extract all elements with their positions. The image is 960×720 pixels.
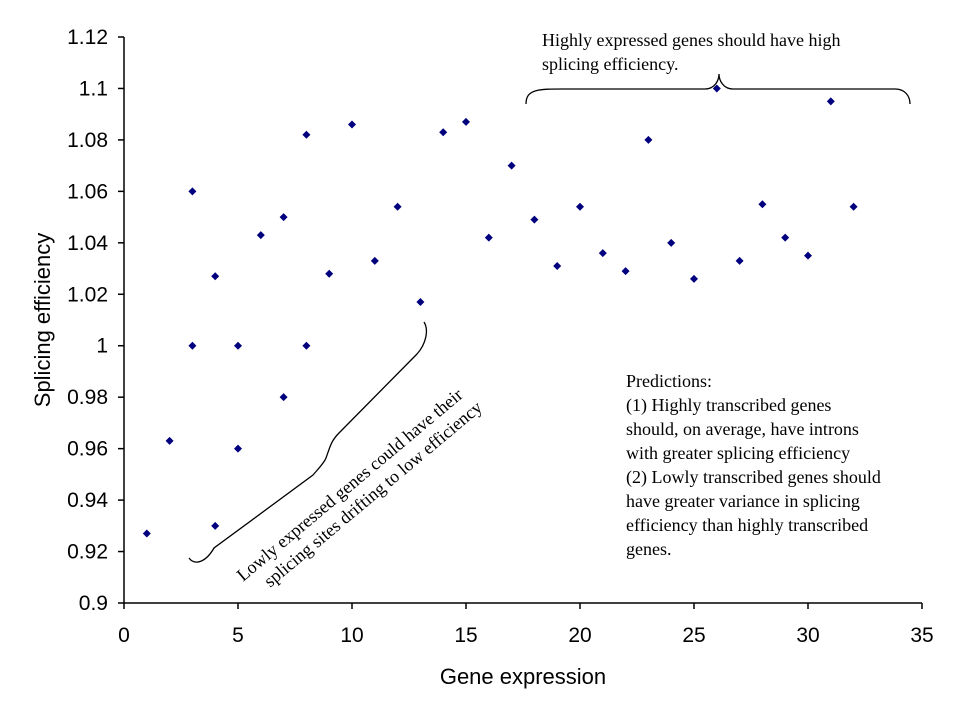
data-point (439, 128, 448, 137)
data-point (849, 202, 858, 211)
data-point (507, 161, 516, 170)
predictions-line: genes. (626, 539, 672, 559)
y-tick-label: 1.02 (67, 283, 108, 306)
data-point (690, 274, 698, 283)
data-point (735, 256, 744, 265)
x-tick-label: 0 (118, 624, 130, 647)
data-point (462, 117, 470, 126)
y-tick-label: 0.94 (67, 489, 108, 512)
predictions-heading: Predictions: (626, 371, 712, 391)
x-tick-label: 15 (454, 624, 477, 647)
data-point (188, 341, 197, 350)
data-point (302, 130, 311, 139)
data-point (826, 97, 835, 106)
y-tick-label: 1 (96, 335, 108, 358)
data-point (667, 238, 676, 247)
data-point (484, 233, 493, 242)
y-ticks: 0.9 0.92 0.94 0.96 0.98 1 1.02 1.04 1.06 1.08 1.1 1… (67, 26, 124, 615)
x-tick-label: 35 (910, 624, 933, 647)
predictions-note: Predictions: (1) Highly transcribed gene… (626, 369, 946, 561)
data-point (416, 297, 425, 306)
predictions-line: (1) Highly transcribed genes (626, 395, 832, 415)
y-tick-label: 0.96 (67, 438, 108, 461)
data-point (804, 251, 812, 260)
data-point (142, 529, 151, 538)
data-points (142, 84, 858, 538)
data-point (279, 213, 288, 222)
x-tick-label: 5 (232, 624, 244, 647)
predictions-line: efficiency than highly transcribed (626, 515, 869, 535)
data-point (370, 256, 379, 265)
data-point (234, 444, 242, 453)
predictions-line: should, on average, have introns (626, 419, 859, 439)
data-point (576, 202, 584, 211)
low-expression-brace (188, 321, 428, 563)
data-point (279, 393, 288, 402)
data-point (781, 233, 790, 242)
data-point (211, 272, 220, 281)
y-tick-label: 1.08 (67, 129, 108, 152)
predictions-line: (2) Lowly transcribed genes should (626, 467, 881, 487)
y-tick-label: 0.9 (79, 592, 108, 615)
low-expression-annotation-line1: Lowly expressed genes could have their (233, 384, 467, 585)
data-point (325, 269, 334, 278)
data-point (393, 202, 402, 211)
y-tick-label: 0.92 (67, 541, 108, 564)
data-point (712, 84, 721, 93)
y-tick-label: 1.04 (67, 232, 108, 255)
x-tick-label: 30 (796, 624, 819, 647)
predictions-line: have greater variance in splicing (626, 491, 860, 511)
x-axis-title: Gene expression (440, 664, 606, 689)
data-point (348, 120, 356, 129)
predictions-line: with greater splicing efficiency (626, 443, 851, 463)
data-point (234, 341, 242, 350)
data-point (211, 521, 220, 530)
data-point (256, 231, 265, 240)
data-point (758, 200, 767, 209)
high-expression-annotation-line2: splicing efficiency. (542, 54, 678, 74)
x-tick-label: 25 (682, 624, 705, 647)
data-point (165, 436, 174, 445)
data-point (621, 267, 630, 276)
y-axis-title: Splicing efficiency (30, 233, 55, 407)
x-tick-label: 20 (568, 624, 591, 647)
axes (123, 37, 922, 604)
y-tick-label: 1.12 (67, 26, 108, 49)
y-tick-label: 1.1 (79, 77, 108, 100)
data-point (188, 187, 197, 196)
data-point (302, 341, 311, 350)
low-expression-annotation-line2: splicing sites drifting to low efficienc… (260, 397, 486, 591)
x-ticks: 0 5 10 15 20 25 30 35 (118, 603, 934, 647)
x-tick-label: 10 (340, 624, 363, 647)
data-point (553, 261, 562, 270)
high-expression-brace (525, 73, 911, 105)
data-point (598, 249, 607, 258)
y-tick-label: 0.98 (67, 386, 108, 409)
high-expression-annotation-line1: Highly expressed genes should have high (542, 30, 840, 50)
data-point (644, 135, 653, 144)
y-tick-label: 1.06 (67, 180, 108, 203)
data-point (530, 215, 539, 224)
